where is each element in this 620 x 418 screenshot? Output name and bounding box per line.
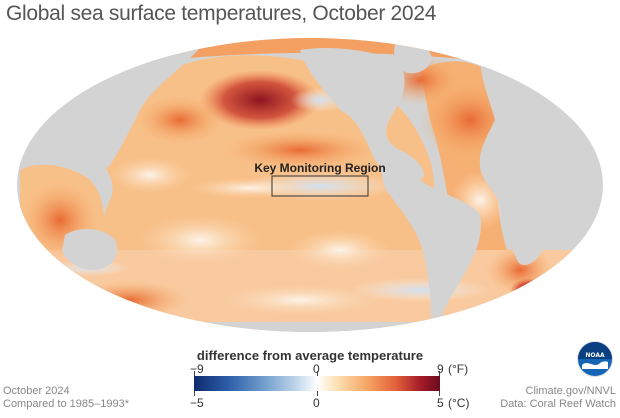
land-australia <box>62 228 118 270</box>
legend-tick-f-min: −9 <box>190 362 204 376</box>
legend-tick-c-max: 5 <box>437 396 444 410</box>
footer-right: Climate.gov/NNVL Data: Coral Reef Watch <box>500 385 616 411</box>
land-americas <box>300 48 481 332</box>
land-africa-europe <box>479 53 566 266</box>
key-monitoring-region-box <box>271 175 369 197</box>
page-title: Global sea surface temperatures, October… <box>6 2 437 25</box>
legend-tick-c-min: −5 <box>190 396 204 410</box>
colorbar-tickmark <box>194 371 195 376</box>
colorbar-tickmark <box>194 391 195 396</box>
legend-tick-f-zero: 0 <box>313 362 320 376</box>
legend-tick-c-zero: 0 <box>313 396 320 410</box>
noaa-logo-icon: NOAA <box>577 341 613 377</box>
footer-left: October 2024 Compared to 1985–1993* <box>3 385 129 411</box>
footer-date: October 2024 <box>3 385 70 397</box>
colorbar-tickmark <box>439 391 440 396</box>
colorbar-tickmark <box>317 391 318 396</box>
land-antarctica <box>17 322 603 332</box>
colorbar-tickmark <box>439 371 440 376</box>
footer-baseline: Compared to 1985–1993* <box>3 398 129 410</box>
footer-data-source: Data: Coral Reef Watch <box>500 398 616 410</box>
land-greenland <box>394 43 432 74</box>
legend-title: difference from average temperature <box>196 348 424 363</box>
noaa-wave-icon <box>582 361 608 369</box>
legend-unit-celsius: (°C) <box>448 396 470 410</box>
key-monitoring-region-label: Key Monitoring Region <box>254 161 385 175</box>
footer-credit: Climate.gov/NNVL <box>525 385 616 397</box>
noaa-logo-text: NOAA <box>585 352 605 359</box>
legend-unit-fahrenheit: (°F) <box>448 362 469 376</box>
legend-tick-f-max: 9 <box>437 362 444 376</box>
ocean-layer <box>17 38 603 332</box>
colorbar-tickmark <box>317 371 318 376</box>
legend-colorbar <box>194 376 440 391</box>
